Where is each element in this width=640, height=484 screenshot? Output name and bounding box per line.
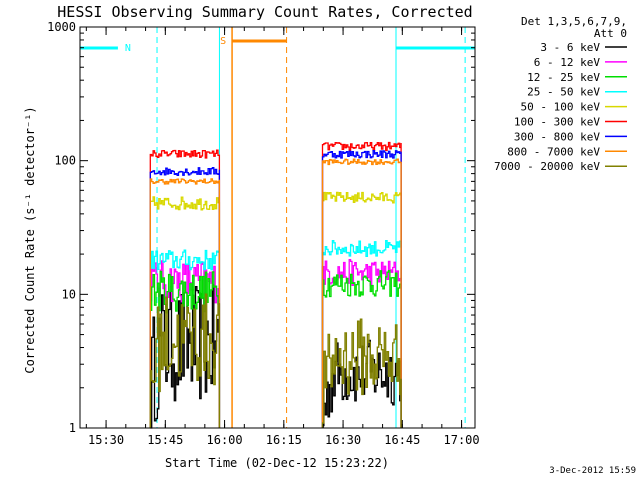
x-tick-label: 16:45	[384, 433, 420, 447]
y-tick-label: 100	[54, 154, 76, 168]
legend-entry-label: 300 - 800 keV	[514, 130, 600, 143]
orbit-flags: NS	[80, 36, 475, 54]
plot-frame	[79, 26, 476, 429]
y-axis-label: Corrected Count Rate (s⁻¹ detector⁻¹)	[23, 106, 37, 373]
x-tick-label: 16:15	[266, 433, 302, 447]
series-trace	[321, 269, 402, 428]
legend-header: Att 0	[594, 27, 627, 40]
series-trace	[149, 270, 221, 428]
saa-flag-label: S	[220, 36, 226, 47]
x-tick-label: 15:30	[88, 433, 124, 447]
legend-entry-label: 7000 - 20000 keV	[494, 160, 600, 173]
orbit-marker-lines	[79, 27, 466, 428]
series-trace	[321, 150, 402, 428]
series-trace	[321, 240, 402, 428]
series-trace	[149, 178, 221, 428]
timestamp: 3-Dec-2012 15:59	[549, 466, 636, 476]
y-tick-label: 1	[69, 421, 76, 435]
x-tick-label: 16:00	[207, 433, 243, 447]
series-trace	[149, 293, 221, 428]
series-trace	[149, 196, 221, 428]
series-trace	[321, 318, 402, 428]
series-trace	[321, 141, 402, 428]
series-trace	[321, 191, 402, 428]
series-trace	[149, 167, 221, 428]
legend: Det 1,3,5,6,7,9,Att 03 - 6 keV 6 - 12 keV…	[494, 15, 627, 173]
night-flag-label: N	[125, 43, 131, 54]
legend-entry-label: 800 - 7000 keV	[507, 145, 600, 158]
series-trace	[321, 158, 402, 428]
x-tick-label: 17:00	[444, 433, 480, 447]
y-tick-label: 10	[62, 287, 76, 301]
chart-title: HESSI Observing Summary Count Rates, Cor…	[57, 3, 472, 21]
legend-entry-label: 6 - 12 keV	[534, 56, 601, 69]
x-axis-label: Start Time (02-Dec-12 15:23:22)	[165, 456, 389, 470]
x-axis-ticks: 15:30 15:45 16:00 16:15 16:30 16:45 17:00	[85, 27, 480, 447]
legend-entry-label: 12 - 25 keV	[527, 71, 600, 84]
series-group	[149, 141, 402, 429]
legend-entry-label: 3 - 6 keV	[540, 41, 600, 54]
legend-entry-label: 100 - 300 keV	[514, 116, 600, 129]
legend-entry-label: 50 - 100 keV	[521, 101, 601, 114]
y-tick-label: 1000	[47, 20, 76, 34]
legend-header: Det 1,3,5,6,7,9,	[521, 15, 627, 28]
series-trace	[149, 249, 221, 428]
x-tick-label: 16:30	[325, 433, 361, 447]
y-axis-ticks: 1 10 100 1000	[47, 20, 475, 435]
series-trace	[149, 149, 221, 428]
x-tick-label: 15:45	[147, 433, 183, 447]
legend-entry-label: 25 - 50 keV	[527, 86, 600, 99]
